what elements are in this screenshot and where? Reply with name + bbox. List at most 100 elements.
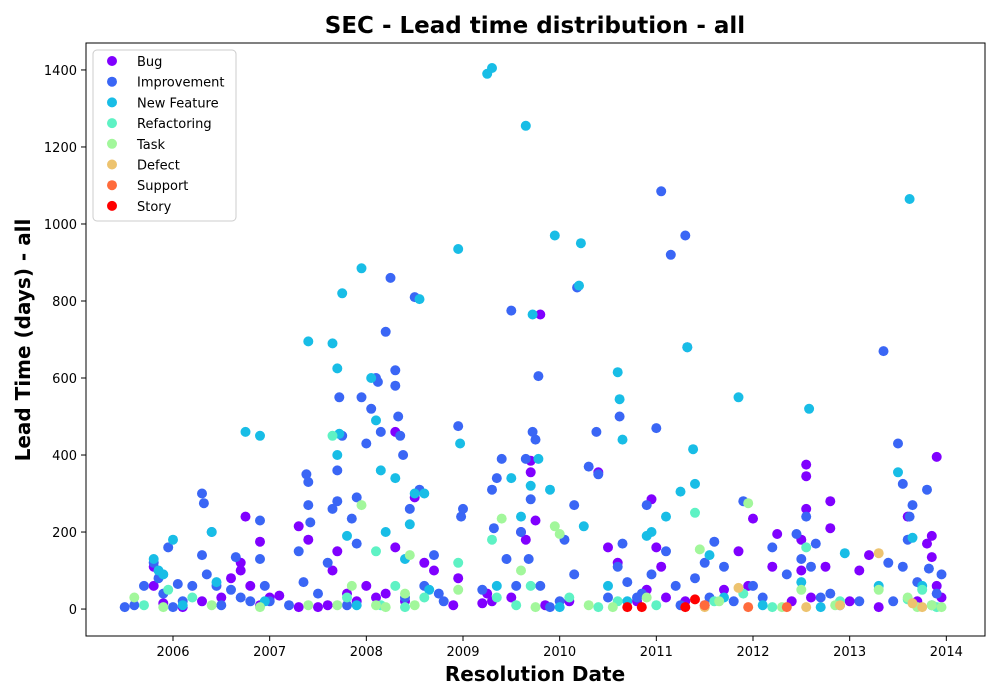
data-point (926, 600, 937, 611)
data-point (284, 600, 294, 611)
data-point (158, 569, 169, 580)
data-point (704, 550, 715, 561)
data-point (342, 592, 352, 603)
data-point (907, 598, 918, 609)
data-point (907, 532, 918, 543)
data-point (549, 521, 560, 532)
data-point (888, 596, 899, 607)
data-point (313, 588, 323, 599)
data-point (839, 548, 850, 559)
data-point (612, 367, 623, 378)
y-tick-label: 200 (52, 526, 77, 541)
data-point (520, 534, 531, 545)
data-point (245, 580, 256, 591)
data-point (187, 592, 198, 603)
data-point (398, 450, 409, 460)
data-point (603, 542, 613, 553)
data-point (680, 602, 691, 613)
data-point (825, 496, 836, 507)
chart-title: SEC - Lead time distribution - all (325, 13, 745, 39)
data-point (448, 600, 459, 611)
data-point (767, 602, 778, 613)
data-point (806, 592, 816, 603)
data-point (699, 600, 710, 611)
y-tick-label: 1400 (44, 64, 77, 79)
data-point (810, 538, 821, 549)
data-point (801, 542, 812, 553)
data-point (380, 588, 391, 599)
data-point (665, 249, 676, 260)
data-point (907, 500, 918, 511)
data-point (496, 513, 507, 524)
data-point (453, 421, 464, 432)
data-point (255, 554, 265, 564)
data-point (554, 529, 565, 539)
legend-label: Improvement (137, 76, 224, 91)
data-point (235, 565, 246, 576)
data-point (230, 552, 241, 563)
data-point (385, 272, 396, 283)
data-point (216, 592, 227, 603)
data-point (255, 515, 265, 526)
data-point (533, 371, 544, 382)
data-point (523, 554, 534, 564)
data-point (501, 554, 512, 564)
y-tick-label: 800 (52, 295, 77, 310)
data-point (327, 430, 338, 441)
data-point (801, 471, 812, 482)
data-point (322, 557, 333, 568)
data-point (815, 602, 826, 613)
data-point (699, 557, 710, 568)
data-point (806, 561, 816, 572)
data-point (904, 511, 915, 522)
legend-box (92, 49, 237, 222)
data-point (525, 580, 536, 591)
data-point (163, 542, 174, 553)
data-point (520, 453, 531, 464)
data-point (477, 584, 488, 595)
data-point (375, 426, 386, 437)
data-point (680, 230, 691, 241)
data-point (801, 459, 812, 470)
data-point (917, 602, 928, 613)
data-point (617, 434, 628, 445)
data-point (569, 500, 580, 511)
x-tick-label: 2006 (156, 645, 189, 660)
data-point (433, 588, 444, 599)
data-point (506, 305, 517, 316)
data-point (168, 602, 178, 613)
data-point (757, 600, 768, 611)
data-point (533, 453, 544, 464)
data-point (931, 588, 942, 599)
data-point (356, 500, 367, 511)
data-point (409, 600, 420, 611)
data-point (527, 309, 538, 320)
data-point (366, 403, 377, 414)
data-point (593, 469, 604, 480)
data-point (303, 500, 314, 511)
x-axis: 2006 2007 2008 2009 2010 2011 2012 2013 2014 (156, 636, 963, 660)
x-tick-label: 2012 (736, 645, 769, 660)
data-point (926, 552, 937, 563)
data-point (390, 580, 401, 591)
data-point (371, 600, 381, 611)
data-point (226, 573, 236, 584)
data-point (390, 365, 401, 376)
data-point (936, 569, 947, 580)
data-point (458, 503, 468, 514)
data-point (201, 569, 212, 580)
data-point (313, 602, 323, 613)
data-point (322, 600, 333, 611)
y-tick-label: 1200 (44, 141, 77, 156)
data-point (545, 484, 555, 495)
data-point (661, 592, 671, 603)
data-point (931, 451, 942, 462)
data-point (305, 517, 316, 528)
data-point (491, 592, 502, 603)
data-point (688, 444, 699, 455)
data-point (743, 498, 754, 509)
data-point (844, 596, 855, 607)
data-point (139, 600, 149, 611)
data-point (923, 563, 934, 574)
data-point (148, 554, 159, 564)
